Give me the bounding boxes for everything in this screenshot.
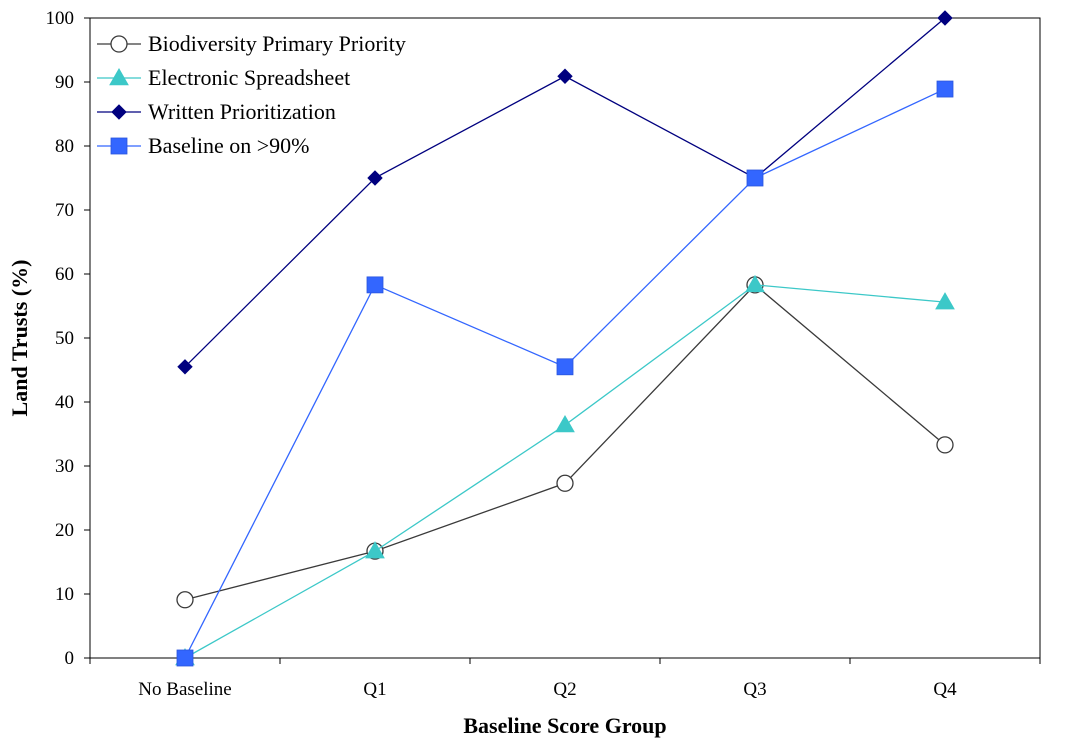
data-point <box>365 541 385 559</box>
y-tick-label: 100 <box>46 8 75 29</box>
x-axis: No Baseline Q1 Q2 Q3 Q4 <box>89 658 1041 700</box>
data-point <box>176 649 194 667</box>
legend-marker <box>111 104 127 120</box>
series-1 <box>176 276 954 609</box>
data-point <box>557 68 573 84</box>
series-layer <box>175 10 955 667</box>
y-tick-label: 50 <box>55 328 74 349</box>
legend-item: Electronic Spreadsheet <box>97 65 350 90</box>
legend-label: Written Prioritization <box>148 99 336 124</box>
y-tick-label: 60 <box>55 264 74 285</box>
x-tick-label: Q1 <box>363 679 386 700</box>
data-point <box>556 358 574 376</box>
series-3 <box>177 10 953 375</box>
data-point <box>555 415 575 433</box>
legend-item: Baseline on >90% <box>97 133 310 158</box>
x-tick-label: Q2 <box>553 679 576 700</box>
data-point <box>177 359 193 375</box>
legend-item: Written Prioritization <box>97 99 336 124</box>
y-tick-label: 80 <box>55 136 74 157</box>
series-line <box>184 283 946 601</box>
data-point <box>936 80 954 98</box>
y-tick-label: 0 <box>65 648 75 669</box>
y-axis: 0 10 20 30 40 50 60 70 80 90 100 <box>46 8 90 669</box>
legend-marker <box>110 35 128 53</box>
data-point <box>556 474 574 492</box>
y-tick-label: 30 <box>55 456 74 477</box>
legend: Biodiversity Primary Priority Electronic … <box>97 31 406 158</box>
data-point <box>746 169 764 187</box>
y-tick-label: 90 <box>55 72 74 93</box>
y-tick-label: 20 <box>55 520 74 541</box>
data-point <box>176 591 194 609</box>
data-point <box>935 292 955 310</box>
series-2 <box>175 274 955 666</box>
data-point <box>366 276 384 294</box>
data-point <box>367 170 383 186</box>
y-tick-label: 40 <box>55 392 74 413</box>
legend-marker <box>110 137 128 155</box>
x-tick-label: Q4 <box>933 679 957 700</box>
legend-item: Biodiversity Primary Priority <box>97 31 406 56</box>
data-point <box>936 436 954 454</box>
legend-label: Electronic Spreadsheet <box>148 65 350 90</box>
x-axis-title: Baseline Score Group <box>463 713 666 738</box>
series-4 <box>176 80 954 667</box>
data-point <box>937 10 953 26</box>
y-tick-label: 70 <box>55 200 74 221</box>
legend-label: Baseline on >90% <box>148 133 310 158</box>
data-point <box>745 274 765 293</box>
x-tick-label: No Baseline <box>138 679 231 700</box>
legend-label: Biodiversity Primary Priority <box>148 31 406 56</box>
y-axis-title: Land Trusts (%) <box>7 260 32 417</box>
y-tick-label: 10 <box>55 584 74 605</box>
legend-marker <box>109 67 129 86</box>
series-line <box>184 284 946 659</box>
x-tick-label: Q3 <box>743 679 766 700</box>
